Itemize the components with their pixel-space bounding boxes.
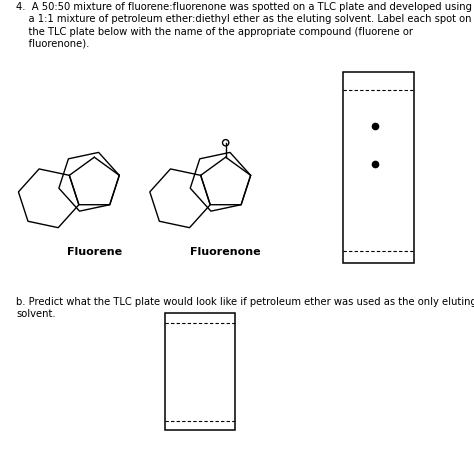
Text: solvent.: solvent. bbox=[16, 309, 55, 319]
Text: fluorenone).: fluorenone). bbox=[16, 39, 89, 49]
Bar bbox=[344, 72, 414, 263]
Text: Fluorenone: Fluorenone bbox=[191, 247, 261, 257]
Text: the TLC plate below with the name of the appropriate compound (fluorene or: the TLC plate below with the name of the… bbox=[16, 27, 413, 37]
Text: Fluorene: Fluorene bbox=[67, 247, 122, 257]
Text: a 1:1 mixture of petroleum ether:diethyl ether as the eluting solvent. Label eac: a 1:1 mixture of petroleum ether:diethyl… bbox=[16, 14, 472, 24]
Text: 4.  A 50:50 mixture of fluorene:fluorenone was spotted on a TLC plate and develo: 4. A 50:50 mixture of fluorene:fluorenon… bbox=[16, 2, 472, 12]
Bar bbox=[164, 313, 235, 430]
Text: b. Predict what the TLC plate would look like if petroleum ether was used as the: b. Predict what the TLC plate would look… bbox=[16, 297, 474, 307]
